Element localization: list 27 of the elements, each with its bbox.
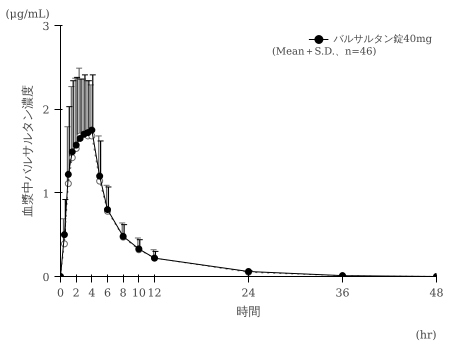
point xyxy=(64,170,72,178)
point xyxy=(88,126,96,134)
point xyxy=(72,142,80,149)
x-tick-label: 10 xyxy=(132,286,146,300)
y-tick-label: 3 xyxy=(42,20,50,33)
point xyxy=(60,231,68,238)
text: (hr) xyxy=(416,328,437,342)
x-tick-label: 8 xyxy=(120,286,127,300)
point xyxy=(96,172,104,180)
y-tick-label: 2 xyxy=(42,104,50,117)
x-tick-label: 36 xyxy=(336,286,350,300)
x-tick-label: 4 xyxy=(88,286,96,300)
y-tick-label: 0 xyxy=(42,271,50,284)
y-tick-label: 1 xyxy=(42,187,50,200)
point xyxy=(68,148,76,156)
annotation: (Mean＋S.D.、n=46) xyxy=(272,46,377,58)
y-axis-title: 血漿中バルサルタン濃度 xyxy=(20,85,34,217)
x-tick-label: 6 xyxy=(104,286,111,300)
x-tick-label: 24 xyxy=(242,286,256,300)
x-tick-label: 48 xyxy=(430,286,444,300)
text: (μg/mL) xyxy=(6,8,50,20)
legend-label: バルサルタン錠40mg xyxy=(333,33,432,46)
x-tick-label: 12 xyxy=(148,286,162,300)
point xyxy=(76,134,84,142)
x-axis-title: 時間 xyxy=(236,304,260,318)
x-tick-label: 0 xyxy=(57,286,64,300)
x-tick-label: 2 xyxy=(72,286,80,300)
